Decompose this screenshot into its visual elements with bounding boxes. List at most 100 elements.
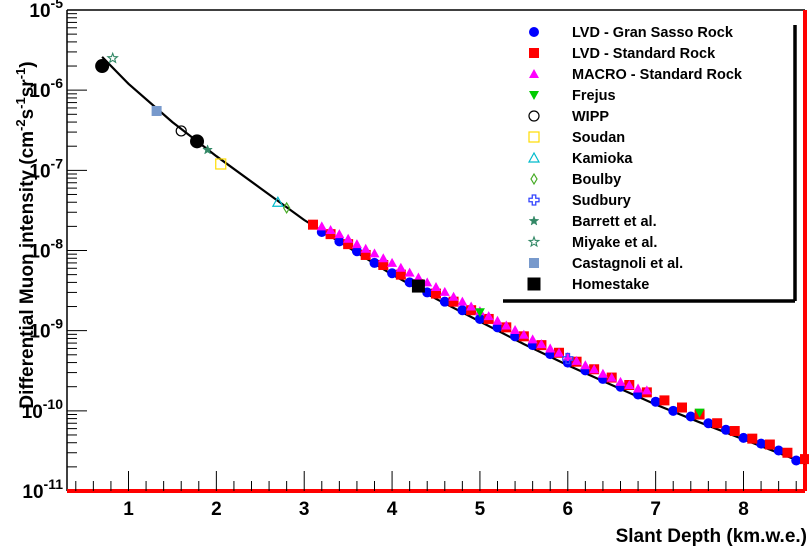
data-point: [562, 352, 574, 365]
data-point: [175, 125, 187, 137]
series-kamioka: [271, 195, 284, 207]
data-point: [764, 439, 775, 450]
data-point: [615, 376, 626, 386]
data-point: [571, 355, 582, 365]
legend-marker: [529, 91, 539, 100]
data-point: [378, 253, 389, 263]
data-point: [703, 418, 714, 429]
data-point: [351, 246, 362, 257]
x-tick-label: 5: [475, 499, 486, 520]
y-tick-label: 10-11: [22, 476, 63, 503]
data-point: [369, 248, 380, 258]
data-point: [351, 239, 362, 249]
data-point: [334, 236, 345, 247]
x-tick-label: 3: [299, 499, 310, 520]
data-point: [95, 59, 110, 74]
y-tick-label: 10-9: [29, 316, 63, 343]
data-point: [641, 385, 652, 395]
data-point: [316, 221, 327, 231]
legend: LVD - Gran Sasso Rock LVD - Standard Rock…: [503, 20, 797, 303]
legend-label: Barrett et al.: [572, 214, 657, 230]
data-point: [474, 313, 485, 324]
data-point: [395, 269, 406, 280]
series-wipp: [175, 125, 187, 137]
data-point: [694, 408, 705, 418]
legend-marker: [528, 215, 540, 226]
y-tick-label: 10-7: [29, 155, 63, 182]
y-axis-title: Differential Muon intensity (cm-2s-1sr-1…: [13, 61, 38, 408]
legend-label: Miyake et al.: [572, 235, 657, 251]
x-axis-title: Slant Depth (km.w.e.): [616, 526, 807, 547]
data-point: [215, 158, 227, 170]
data-point: [518, 329, 529, 339]
series-macro-standard-rock: [316, 221, 652, 395]
data-point: [334, 229, 345, 239]
legend-marker: [529, 27, 539, 37]
data-point: [271, 195, 284, 207]
data-point: [404, 267, 415, 277]
data-point: [387, 257, 398, 267]
series-barrett-et-al: [202, 144, 213, 155]
data-point: [738, 432, 749, 443]
data-point: [747, 433, 758, 444]
data-point: [659, 395, 670, 406]
data-point: [650, 396, 661, 407]
data-point: [720, 424, 731, 435]
legend-label: WIPP: [572, 109, 609, 125]
series-miyake-et-al: [106, 51, 119, 64]
data-point: [800, 454, 809, 465]
legend-marker: [528, 131, 540, 143]
legend-label: LVD - Standard Rock: [572, 46, 716, 62]
legend-marker: [530, 172, 538, 186]
data-point: [474, 308, 485, 318]
y-tick-label: 10-5: [29, 0, 63, 22]
data-point: [439, 286, 450, 296]
data-point: [387, 268, 398, 279]
series-soudan: [215, 158, 227, 170]
series-frejus: [474, 308, 705, 418]
data-point: [325, 229, 336, 240]
legend-label: LVD - Gran Sasso Rock: [572, 25, 734, 41]
data-point: [791, 455, 802, 466]
data-point: [562, 351, 573, 361]
legend-marker: [527, 235, 541, 248]
data-point: [492, 322, 503, 333]
data-point: [589, 364, 600, 374]
data-point: [360, 243, 371, 253]
data-point: [501, 320, 512, 330]
data-points-layer: [95, 51, 809, 466]
legend-label: Sudbury: [572, 193, 631, 209]
x-tick-label: 4: [387, 499, 398, 520]
series-sudbury: [562, 352, 574, 365]
legend-marker: [529, 258, 539, 268]
data-point: [431, 282, 441, 292]
data-point: [360, 249, 371, 260]
legend-label: Homestake: [572, 277, 649, 293]
series-boulby: [282, 201, 291, 215]
series-homestake: [411, 279, 425, 293]
data-point: [536, 339, 547, 349]
data-point: [190, 134, 205, 149]
data-point: [369, 257, 380, 268]
legend-label: Castagnoli et al.: [572, 256, 683, 272]
data-point: [325, 225, 336, 235]
data-point: [756, 438, 767, 449]
x-tick-label: 7: [650, 499, 661, 520]
data-point: [378, 259, 389, 270]
data-point: [580, 360, 591, 370]
data-point: [457, 296, 468, 306]
data-point: [431, 288, 441, 299]
data-point: [202, 144, 213, 155]
legend-marker: [527, 151, 541, 163]
data-point: [545, 343, 556, 353]
data-point: [448, 296, 459, 307]
data-point: [729, 426, 740, 437]
data-point: [106, 51, 119, 64]
y-tick-label: 10-8: [29, 236, 63, 263]
x-axis: 1 2 3 4 5 6 7 8: [75, 471, 797, 520]
data-point: [624, 380, 635, 390]
data-point: [483, 311, 494, 321]
legend-label: Soudan: [572, 130, 625, 146]
data-point: [151, 105, 162, 116]
